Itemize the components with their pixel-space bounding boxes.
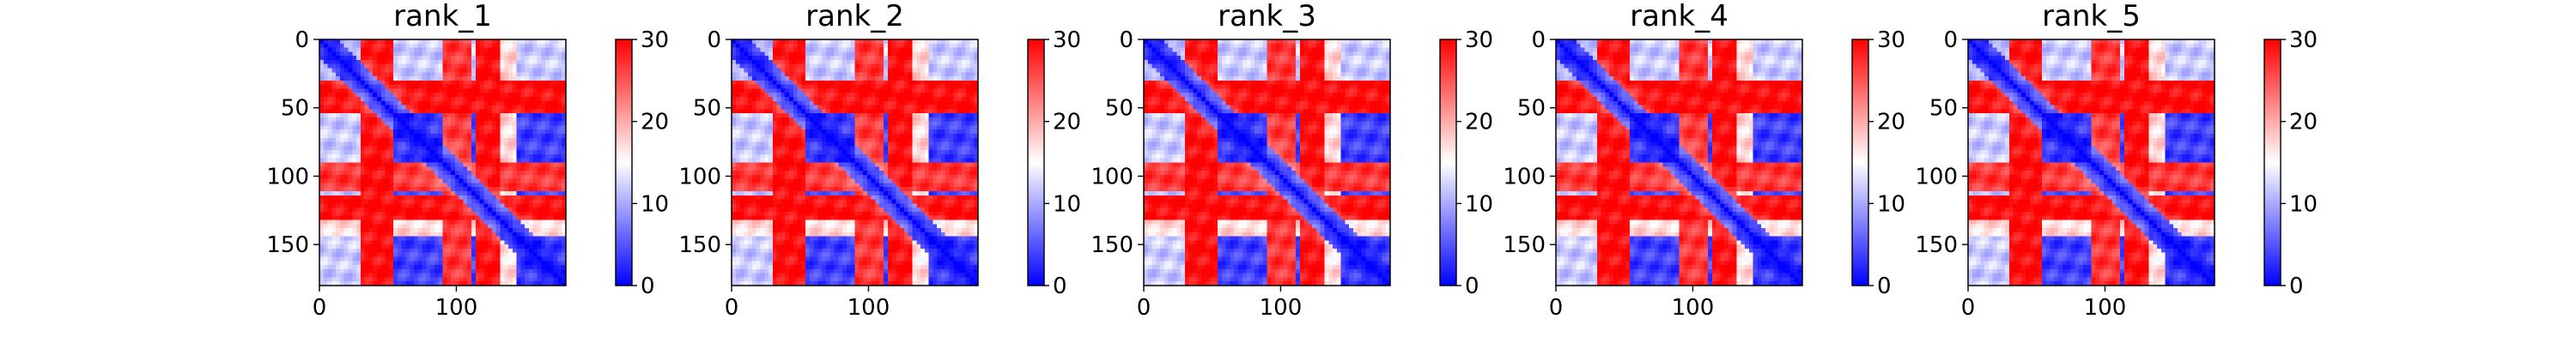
colorbar-tick-label: 30 (1465, 27, 1493, 53)
colorbar-tick-label: 0 (1465, 274, 1479, 299)
chart-panel-4: rank_4 0 100 0 50 100 150 0 10 20 30 (1503, 0, 1905, 321)
chart-title: rank_2 (805, 0, 904, 33)
colorbar-tick-label: 30 (1877, 27, 1905, 53)
y-tick-label: 100 (1915, 164, 1958, 190)
chart-title: rank_4 (1630, 0, 1728, 33)
colorbar-tick-label: 30 (1053, 27, 1081, 53)
colorbar-tick-label: 0 (641, 274, 655, 299)
colorbar-tick-label: 20 (1465, 110, 1493, 135)
x-tick-label: 100 (848, 295, 890, 321)
chart-panel-5: rank_5 0 100 0 50 100 150 0 10 20 30 (1915, 0, 2318, 321)
y-tick-label: 100 (678, 164, 721, 190)
y-tick-label: 0 (1531, 27, 1546, 53)
x-tick-label: 100 (1672, 295, 1715, 321)
y-tick-label: 0 (707, 27, 721, 53)
y-tick-label: 150 (266, 232, 309, 258)
y-tick-label: 150 (678, 232, 721, 258)
x-tick-label: 100 (2084, 295, 2127, 321)
y-tick-label: 100 (1503, 164, 1546, 190)
chart-title: rank_3 (1218, 0, 1316, 33)
y-tick-label: 0 (295, 27, 309, 53)
x-tick-label: 0 (1549, 295, 1564, 321)
y-tick-label: 0 (1943, 27, 1958, 53)
x-tick-label: 0 (1961, 295, 1976, 321)
colorbar-tick-label: 20 (641, 110, 669, 135)
colorbar-tick-label: 10 (2289, 191, 2318, 217)
x-tick-label: 100 (435, 295, 478, 321)
y-tick-label: 150 (1503, 232, 1546, 258)
y-tick-label: 50 (1517, 96, 1546, 122)
colorbar-tick-label: 0 (2289, 274, 2304, 299)
x-tick-label: 0 (313, 295, 327, 321)
colorbar-tick-label: 10 (1053, 191, 1081, 217)
plot-frame (1555, 39, 1803, 286)
chart-title: rank_5 (2042, 0, 2141, 33)
y-tick-label: 50 (693, 96, 721, 122)
heatmap-cells (1968, 39, 2215, 286)
plot-frame (319, 39, 567, 286)
colorbar-tick-label: 30 (2289, 27, 2318, 53)
y-tick-label: 100 (266, 164, 309, 190)
colorbar-tick-label: 10 (1877, 191, 1905, 217)
y-tick-label: 50 (1105, 96, 1133, 122)
colorbar-tick-label: 10 (1465, 191, 1493, 217)
colorbar-tick-label: 20 (1053, 110, 1081, 135)
chart-panel-2: rank_2 0 100 0 50 100 150 0 10 20 30 (678, 0, 1081, 321)
colorbar-tick-label: 30 (641, 27, 669, 53)
colorbar-tick-label: 10 (641, 191, 669, 217)
chart-panel-3: rank_3 0 100 0 50 100 150 0 10 20 30 (1091, 0, 1493, 321)
x-tick-label: 0 (1137, 295, 1151, 321)
y-tick-label: 100 (1091, 164, 1133, 190)
colorbar-tick-label: 0 (1877, 274, 1892, 299)
chart-panel-1: rank_1 0 100 0 50 100 150 0 10 20 30 (266, 0, 669, 321)
colorbar (1027, 39, 1045, 286)
y-tick-label: 150 (1915, 232, 1958, 258)
colorbar-tick-label: 20 (1877, 110, 1905, 135)
heatmap-cells (1144, 39, 1391, 286)
colorbar-tick-label: 20 (2289, 110, 2318, 135)
colorbar-tick-label: 0 (1053, 274, 1067, 299)
heatmap-cells (732, 39, 979, 286)
colorbar (1439, 39, 1457, 286)
y-tick-label: 0 (1119, 27, 1133, 53)
heatmap-cells (319, 39, 567, 286)
plot-frame (1967, 39, 2215, 286)
colorbar (2263, 39, 2281, 286)
chart-title: rank_1 (393, 0, 492, 33)
y-tick-label: 150 (1091, 232, 1133, 258)
heatmap-cells (1556, 39, 1803, 286)
x-tick-label: 100 (1260, 295, 1303, 321)
colorbar (1851, 39, 1869, 286)
x-tick-label: 0 (725, 295, 739, 321)
plot-frame (1143, 39, 1391, 286)
colorbar (615, 39, 633, 286)
y-tick-label: 50 (1929, 96, 1958, 122)
y-tick-label: 50 (281, 96, 309, 122)
plot-frame (731, 39, 979, 286)
